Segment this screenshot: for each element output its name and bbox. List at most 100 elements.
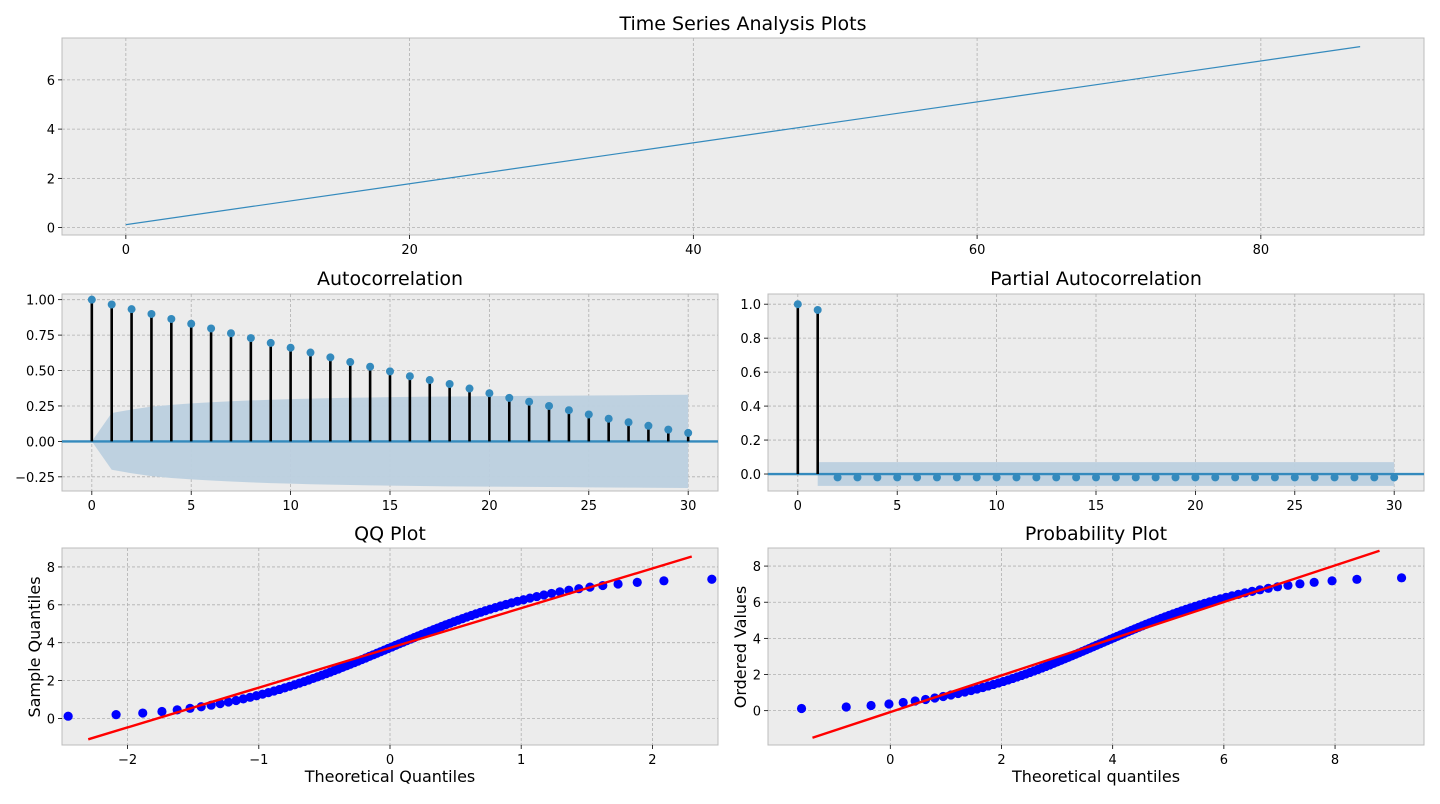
pacf-marker — [1012, 473, 1021, 482]
pacf-ytick-label: 1.0 — [740, 298, 761, 313]
qq-fit-line — [87, 555, 693, 741]
acf-marker — [326, 353, 335, 362]
qq-point — [63, 711, 73, 721]
pacf-marker — [813, 305, 822, 314]
acf-marker — [684, 428, 693, 437]
pacf-marker — [1370, 473, 1379, 482]
acf-marker — [425, 376, 434, 385]
pacf-xtick-label: 15 — [1088, 499, 1105, 514]
prob-xtick-label: 8 — [1331, 753, 1339, 768]
pacf-marker — [1231, 473, 1240, 482]
prob-point — [1352, 574, 1362, 584]
acf-marker — [564, 406, 573, 415]
pacf-plot: Partial Autocorrelation 0 5 10 15 20 25 30 0.0 0… — [740, 268, 1425, 514]
qq-xtick-label: −2 — [118, 753, 137, 768]
qq-ytick-label: 8 — [47, 561, 55, 576]
acf-marker — [246, 334, 255, 343]
pacf-marker — [1330, 473, 1339, 482]
acf-marker — [87, 295, 96, 304]
acf-marker — [366, 362, 375, 371]
pacf-ytick-label: 0.2 — [740, 434, 761, 449]
pacf-marker — [1270, 473, 1279, 482]
ts-ytick-label: 6 — [47, 74, 55, 89]
acf-marker — [525, 397, 534, 406]
pacf-marker — [1092, 473, 1100, 482]
pacf-ytick-label: 0.0 — [740, 468, 761, 483]
ts-ytick-label: 2 — [47, 172, 55, 187]
acf-marker — [584, 410, 593, 419]
acf-marker — [545, 401, 554, 410]
pacf-marker — [1171, 473, 1180, 482]
acf-marker — [485, 389, 494, 398]
pacf-marker — [1032, 473, 1041, 482]
acf-marker — [346, 358, 355, 367]
qq-title: QQ Plot — [354, 523, 426, 545]
pacf-ytick-label: 0.8 — [740, 332, 761, 347]
qq-plot: QQ Plot Theoretical Quantiles Sample Qua… — [25, 523, 719, 786]
pacf-marker — [1111, 473, 1120, 482]
prob-point — [1295, 579, 1305, 589]
qq-xlabel: Theoretical Quantiles — [304, 767, 476, 786]
prob-fit-line — [812, 549, 1380, 739]
qq-ytick-label: 2 — [47, 675, 55, 690]
pacf-marker — [1211, 473, 1220, 482]
ts-xtick-label: 20 — [401, 243, 418, 258]
qq-point — [539, 590, 549, 600]
ts-ytick-label: 4 — [47, 123, 55, 138]
pacf-xtick-label: 0 — [794, 499, 802, 514]
ts-xtick-label: 80 — [1253, 243, 1270, 258]
prob-xtick-label: 6 — [1220, 753, 1228, 768]
prob-xtick-label: 0 — [886, 753, 894, 768]
acf-xtick-label: 25 — [581, 499, 598, 514]
pacf-marker — [1350, 473, 1359, 482]
pacf-xtick-label: 5 — [893, 499, 901, 514]
pacf-marker — [833, 473, 842, 482]
ts-xtick-label: 60 — [969, 243, 986, 258]
pacf-marker — [853, 473, 862, 482]
acf-marker — [664, 425, 673, 434]
pacf-marker — [893, 473, 902, 482]
acf-xtick-label: 10 — [282, 499, 299, 514]
ts-xtick-label: 0 — [122, 243, 130, 258]
qq-point — [231, 695, 241, 706]
acf-marker — [604, 414, 613, 423]
acf-xtick-label: 0 — [88, 499, 96, 514]
time-series-plot: 0 20 40 60 80 0 2 4 6 — [47, 37, 1425, 258]
probability-xlabel: Theoretical quantiles — [1011, 767, 1180, 786]
acf-ytick-label: 0.00 — [26, 435, 55, 450]
acf-marker — [226, 329, 235, 338]
acf-marker — [127, 305, 136, 314]
acf-xtick-label: 15 — [382, 499, 399, 514]
prob-xtick-label: 2 — [997, 753, 1005, 768]
prob-ytick-label: 2 — [753, 669, 761, 684]
qq-point — [546, 588, 557, 599]
time-series-axes — [61, 37, 1425, 236]
acf-ytick-label: 1.00 — [26, 294, 55, 309]
pacf-marker — [1052, 473, 1061, 482]
ts-ytick-label: 0 — [47, 222, 55, 237]
acf-ytick-label: 0.50 — [26, 365, 55, 380]
prob-point — [1283, 580, 1293, 590]
acf-marker — [207, 324, 216, 333]
figure-suptitle: Time Series Analysis Plots — [618, 13, 866, 35]
prob-ytick-label: 8 — [753, 560, 761, 575]
qq-point — [111, 710, 121, 720]
prob-xtick-label: 4 — [1109, 753, 1117, 768]
pacf-marker — [932, 473, 941, 482]
pacf-xtick-label: 25 — [1287, 499, 1304, 514]
prob-ytick-label: 0 — [753, 705, 761, 720]
qq-point — [707, 574, 717, 584]
acf-xtick-label: 30 — [680, 499, 697, 514]
prob-ytick-label: 6 — [753, 596, 761, 611]
acf-marker — [167, 314, 176, 323]
pacf-marker — [1131, 473, 1140, 482]
acf-ytick-label: −0.25 — [15, 471, 55, 486]
acf-marker — [644, 421, 653, 430]
qq-point — [555, 587, 565, 597]
pacf-marker — [1251, 473, 1260, 482]
acf-marker — [505, 393, 514, 402]
pacf-marker — [1151, 473, 1160, 482]
qq-xtick-label: 2 — [648, 753, 656, 768]
pacf-marker — [793, 300, 802, 309]
